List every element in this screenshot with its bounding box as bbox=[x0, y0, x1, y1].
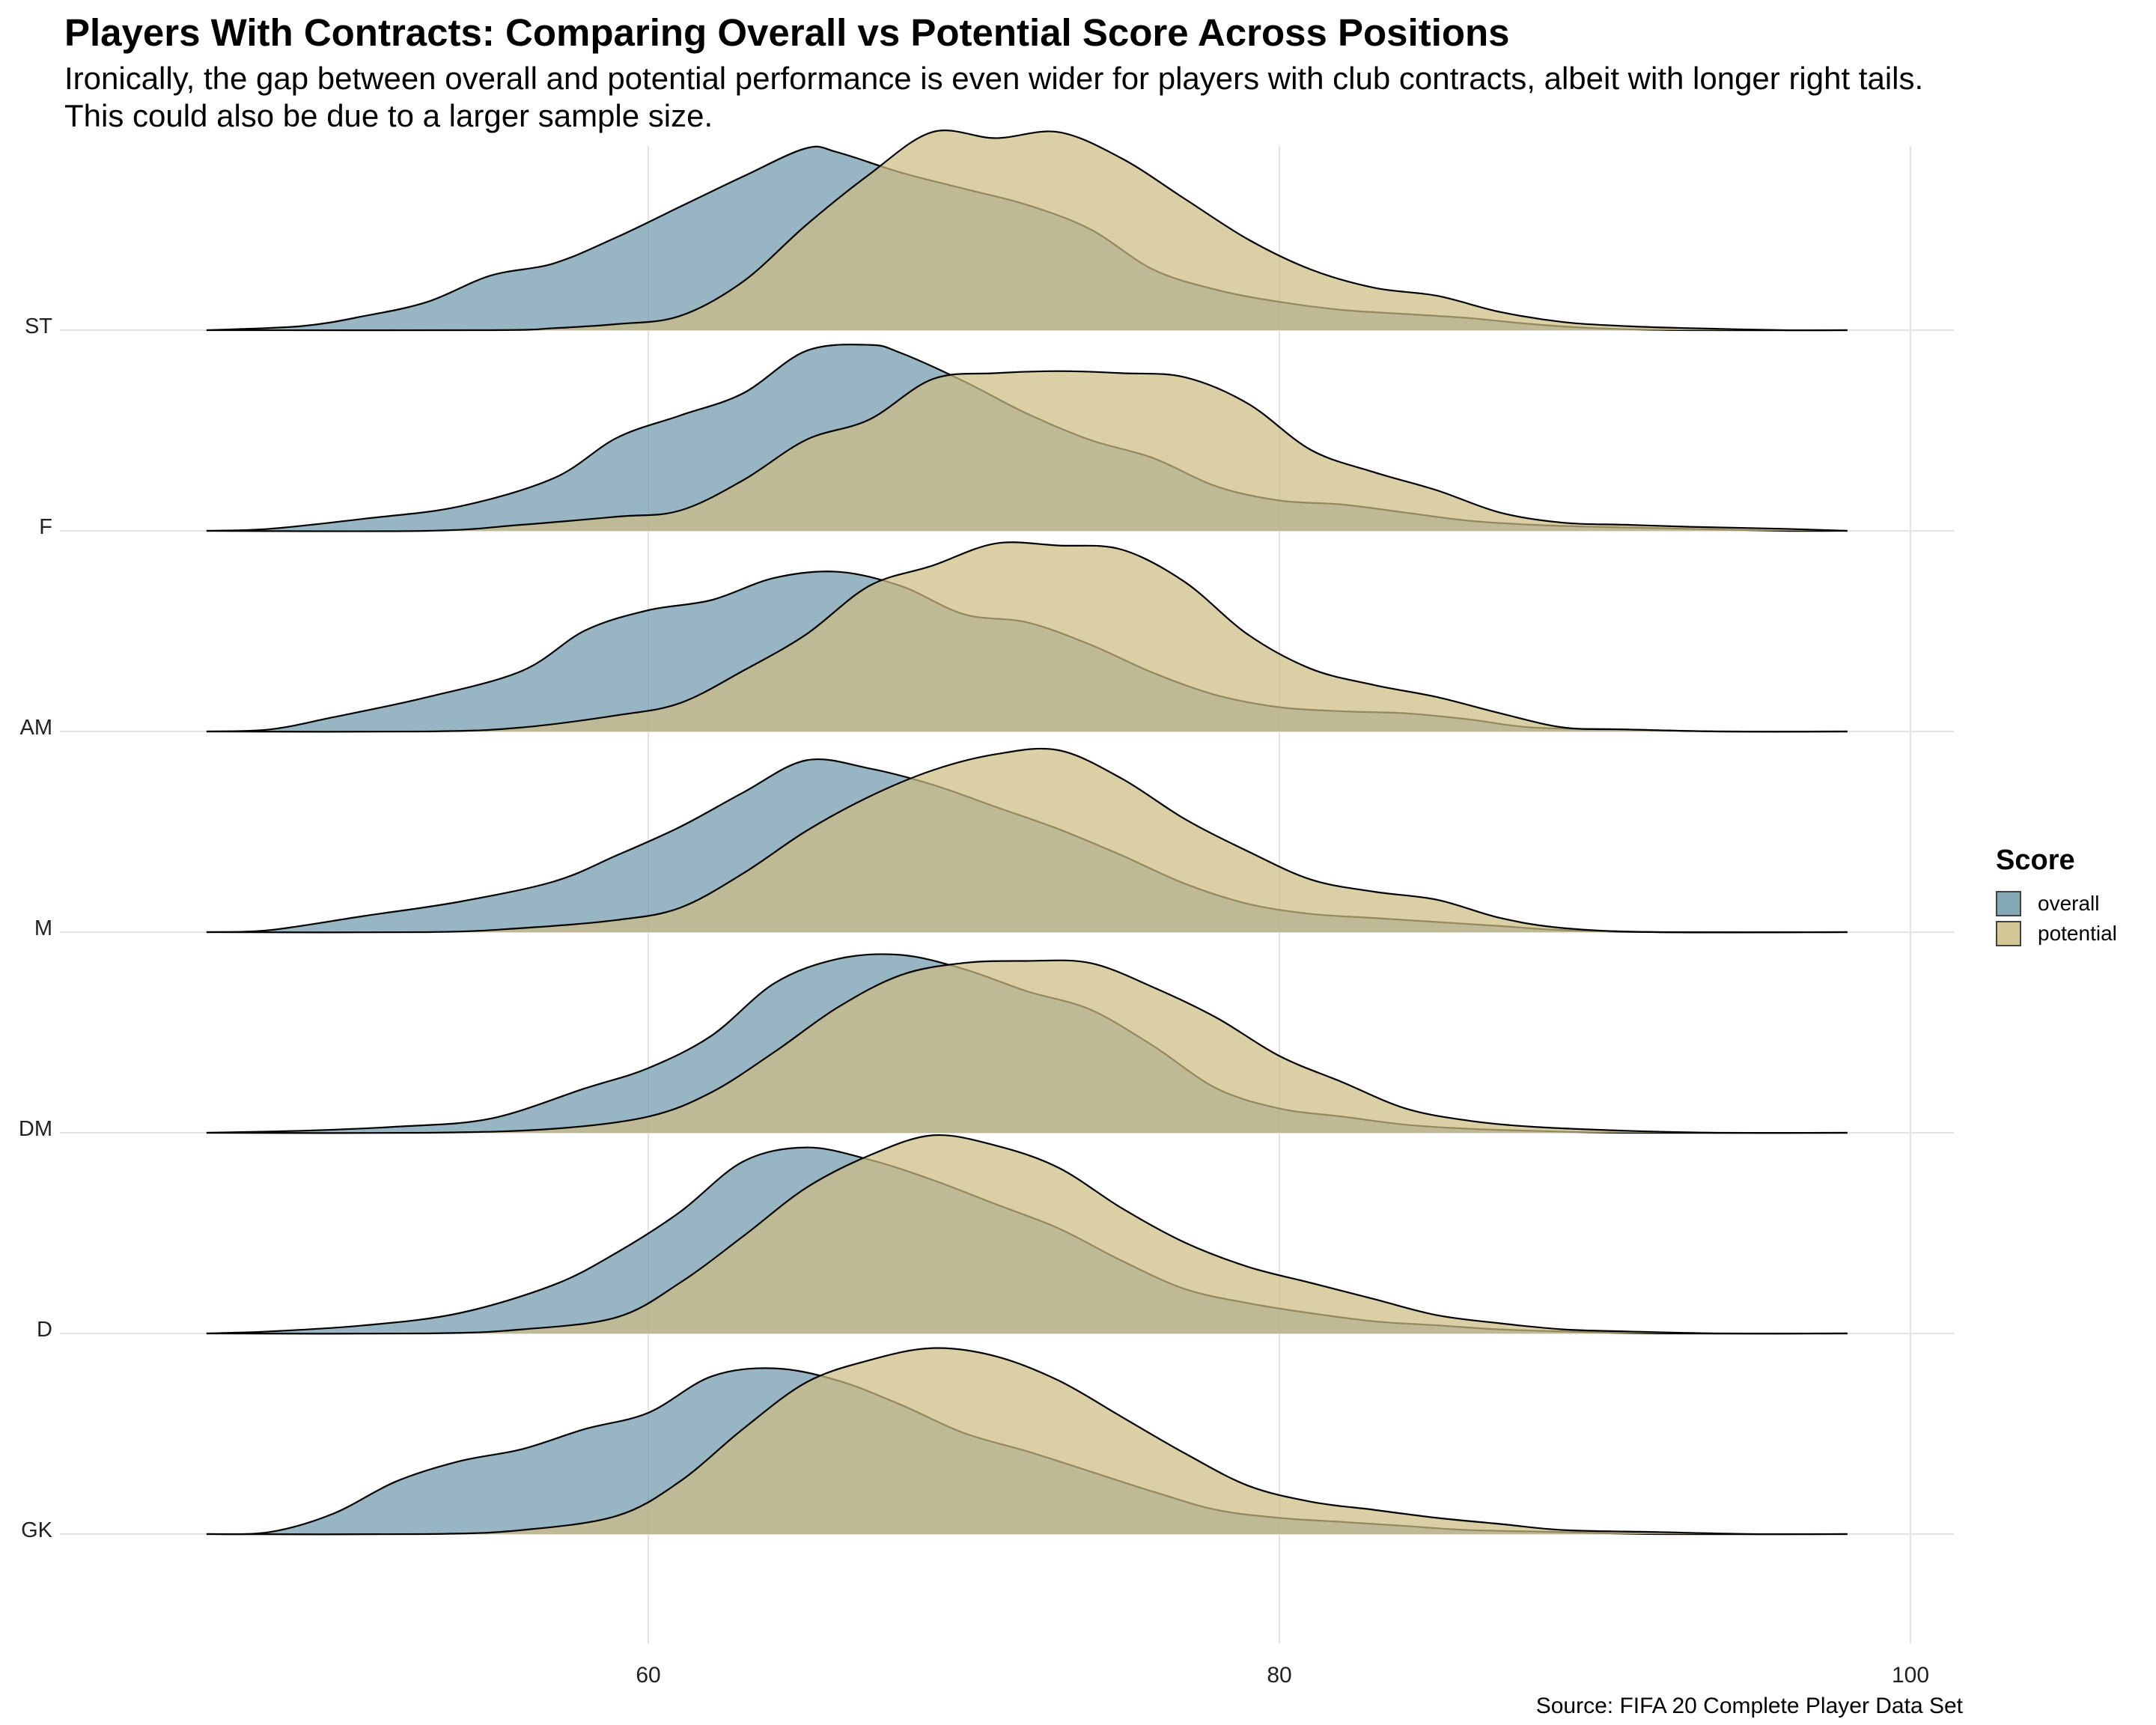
legend-key-overall bbox=[1996, 891, 2021, 916]
density-area-potential-am bbox=[206, 542, 1848, 732]
chart-subtitle: Ironically, the gap between overall and … bbox=[64, 60, 2146, 135]
legend: Score overall potential bbox=[1996, 845, 2117, 949]
density-outline-potential-am bbox=[206, 541, 1848, 733]
density-outline-potential-dm bbox=[206, 959, 1848, 1134]
density-area-potential-dm bbox=[206, 960, 1848, 1134]
subtitle-line-2: This could also be due to a larger sampl… bbox=[64, 98, 713, 133]
legend-key-potential bbox=[1996, 921, 2021, 946]
x-tick-label-60: 60 bbox=[636, 1663, 660, 1688]
y-tick-label-f: F bbox=[39, 515, 52, 539]
y-tick-label-am: AM bbox=[20, 716, 53, 740]
ridge-row-f bbox=[60, 344, 1954, 532]
x-tick-label-100: 100 bbox=[1892, 1663, 1929, 1688]
density-outline-potential-gk bbox=[206, 1347, 1848, 1536]
density-outline-potential-f bbox=[206, 370, 1848, 532]
subtitle-line-1: Ironically, the gap between overall and … bbox=[64, 61, 1924, 96]
density-area-potential-st bbox=[206, 130, 1848, 331]
ridge-row-m bbox=[60, 747, 1954, 934]
y-tick-label-st: ST bbox=[25, 314, 52, 338]
density-area-potential-d bbox=[206, 1135, 1848, 1334]
density-area-potential-m bbox=[206, 748, 1848, 933]
y-tick-label-dm: DM bbox=[19, 1117, 52, 1141]
legend-title: Score bbox=[1996, 845, 2075, 876]
legend-item-overall: overall bbox=[1996, 889, 2117, 919]
chart-title: Players With Contracts: Comparing Overal… bbox=[64, 11, 1510, 54]
legend-label-potential: potential bbox=[2038, 922, 2117, 945]
legend-item-potential: potential bbox=[1996, 919, 2117, 949]
ridge-rows bbox=[60, 130, 1954, 1536]
ridge-row-am bbox=[60, 541, 1954, 733]
ridge-row-dm bbox=[60, 953, 1954, 1134]
density-outline-potential-d bbox=[206, 1134, 1848, 1335]
density-outline-potential-st bbox=[206, 130, 1848, 332]
density-area-overall-gk bbox=[206, 1368, 1848, 1535]
ridge-row-d bbox=[60, 1134, 1954, 1335]
legend-label-overall: overall bbox=[2038, 892, 2100, 915]
y-tick-label-gk: GK bbox=[21, 1518, 53, 1542]
ridge-row-st bbox=[60, 130, 1954, 332]
density-area-potential-gk bbox=[206, 1348, 1848, 1535]
ridge-row-gk bbox=[60, 1347, 1954, 1536]
density-area-potential-f bbox=[206, 371, 1848, 532]
axis-labels: ST F AM M DM D GK 60 80 100 bbox=[19, 314, 1929, 1688]
source-caption: Source: FIFA 20 Complete Player Data Set bbox=[1535, 1694, 1963, 1718]
x-tick-label-80: 80 bbox=[1267, 1663, 1291, 1688]
density-outline-potential-m bbox=[206, 747, 1848, 934]
y-tick-label-m: M bbox=[34, 916, 52, 940]
y-tick-label-d: D bbox=[37, 1318, 52, 1342]
